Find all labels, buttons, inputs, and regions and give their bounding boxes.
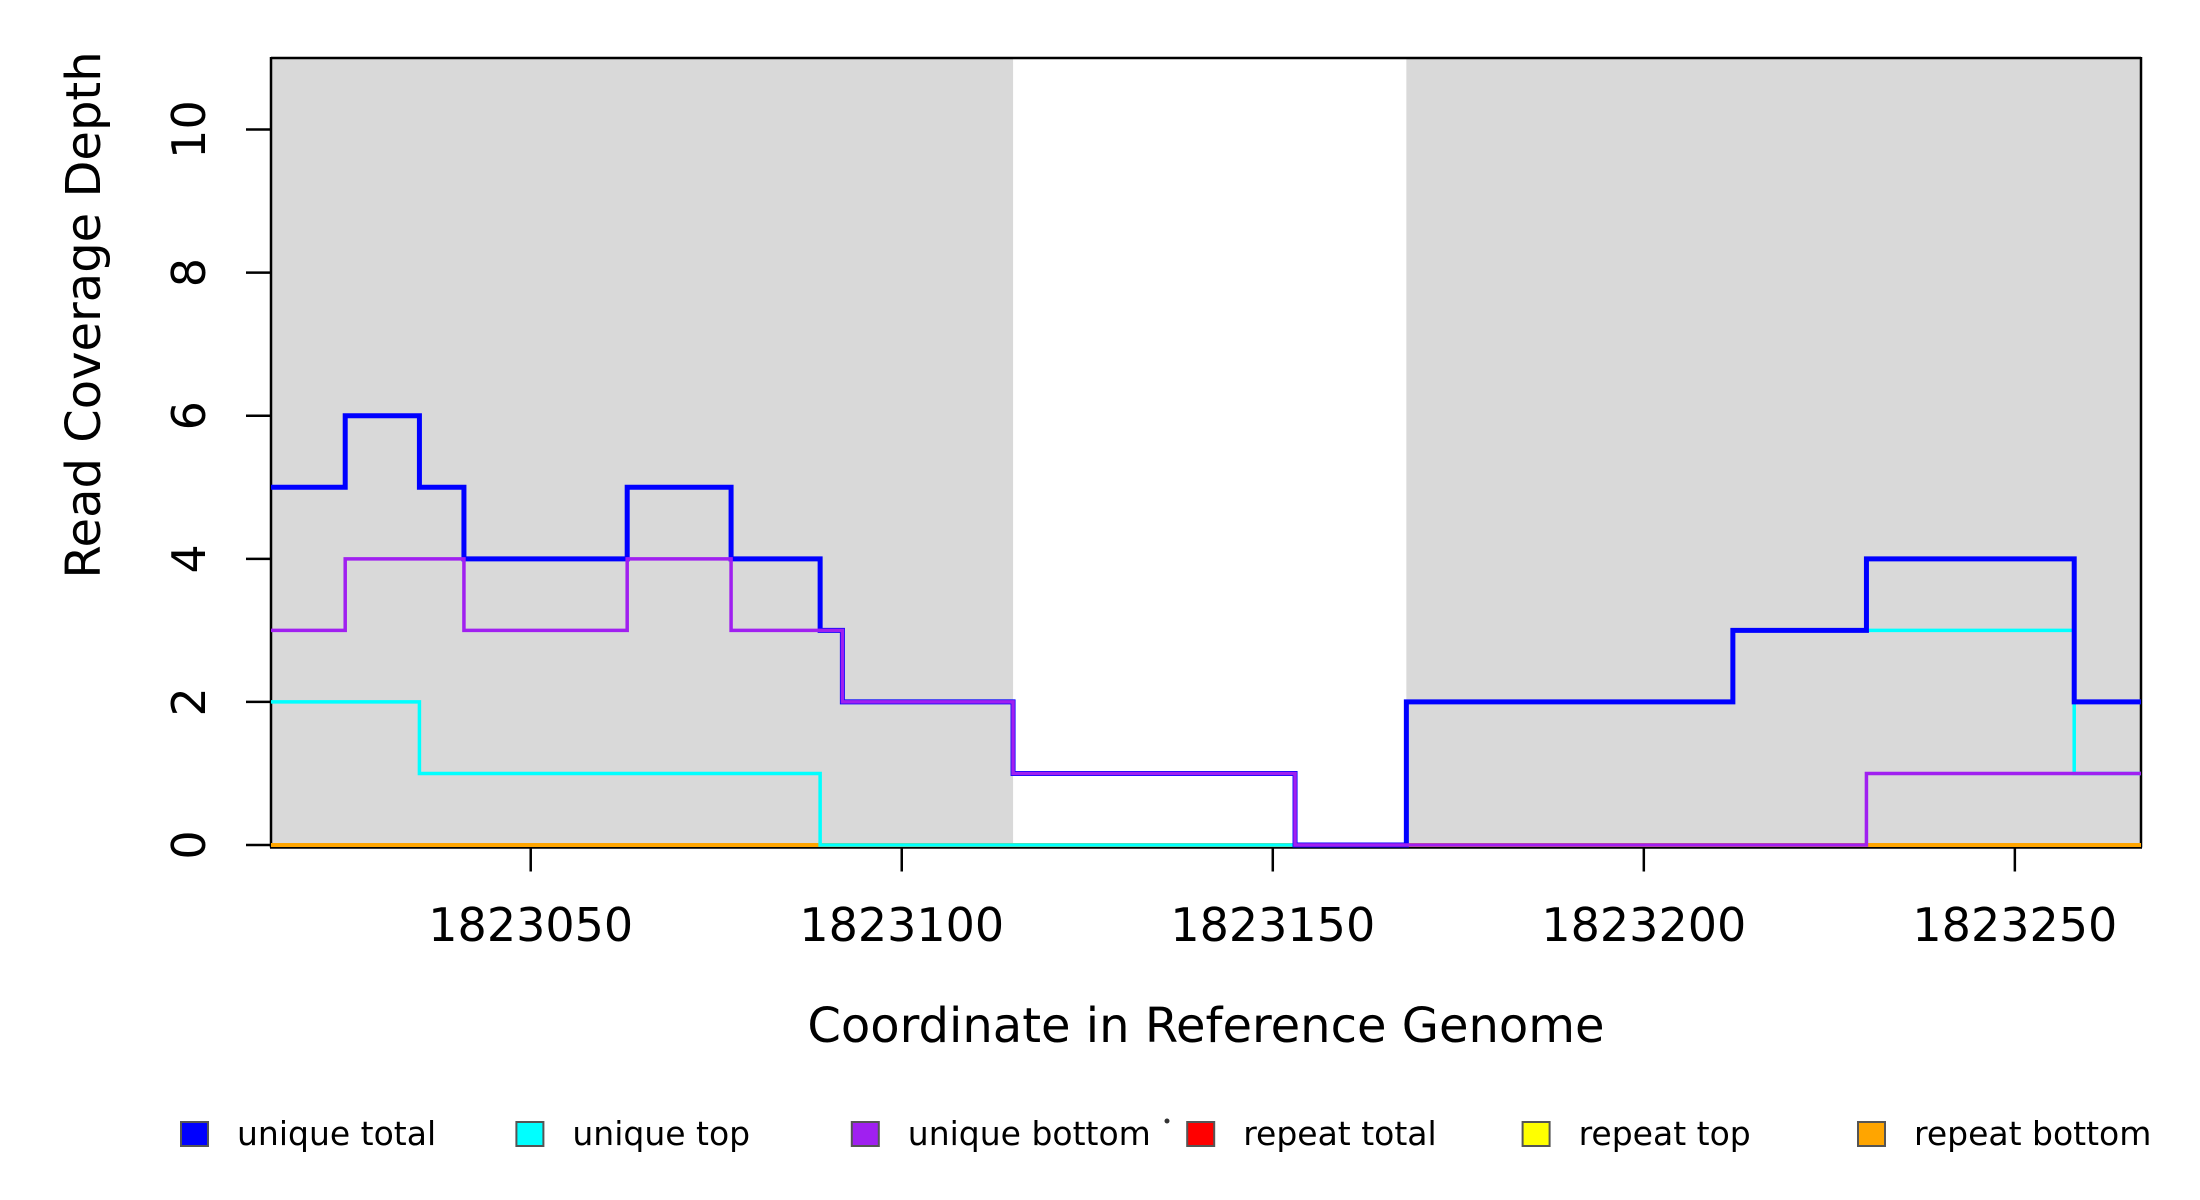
y-tick-label-0: 0 (162, 830, 216, 859)
shaded-region-1 (271, 58, 1014, 847)
x-tick-label-1823100: 1823100 (799, 898, 1004, 952)
legend-swatch-repeat-total (1186, 1121, 1216, 1147)
x-tick-label-1823200: 1823200 (1541, 898, 1746, 952)
legend: unique total unique top unique bottom repea… (180, 1114, 2151, 1153)
series-lines (271, 413, 2141, 848)
x-tick-label-1823250: 1823250 (1912, 898, 2117, 952)
y-tick-label-4: 4 (162, 544, 216, 573)
legend-swatch-unique-bottom (850, 1121, 880, 1147)
legend-label-repeat-bottom: repeat bottom (1914, 1114, 2151, 1153)
y-tick-label-2: 2 (162, 687, 216, 716)
x-tick-label-1823050: 1823050 (428, 898, 633, 952)
stray-dot (1164, 1118, 1170, 1124)
shaded-region-2 (1406, 58, 2141, 847)
x-tick-label-1823150: 1823150 (1170, 898, 1375, 952)
series-line-unique-bottom (271, 557, 2141, 847)
legend-label-repeat-total: repeat total (1243, 1114, 1437, 1153)
legend-label-unique-top: unique top (572, 1114, 750, 1153)
legend-label-repeat-top: repeat top (1579, 1114, 1751, 1153)
y-tick-label-8: 8 (162, 258, 216, 287)
legend-swatch-unique-top (515, 1121, 545, 1147)
legend-swatch-unique-total (180, 1121, 209, 1147)
axis-ticks (246, 128, 2017, 872)
legend-label-unique-total: unique total (237, 1114, 436, 1153)
plot-frame (269, 56, 2143, 849)
legend-swatch-repeat-top (1521, 1121, 1551, 1147)
shaded-regions (271, 58, 2141, 847)
tick-labels: 1823050 1823100 1823150 1823200 1823250 0 2 4 6 8… (162, 100, 2117, 952)
legend-swatch-repeat-bottom (1857, 1121, 1886, 1147)
y-tick-label-6: 6 (162, 401, 216, 430)
y-axis-title: Read Coverage Depth (56, 51, 112, 578)
y-tick-label-10: 10 (162, 100, 216, 159)
x-axis-title: Coordinate in Reference Genome (807, 998, 1604, 1054)
legend-label-unique-bottom: unique bottom (908, 1114, 1151, 1153)
